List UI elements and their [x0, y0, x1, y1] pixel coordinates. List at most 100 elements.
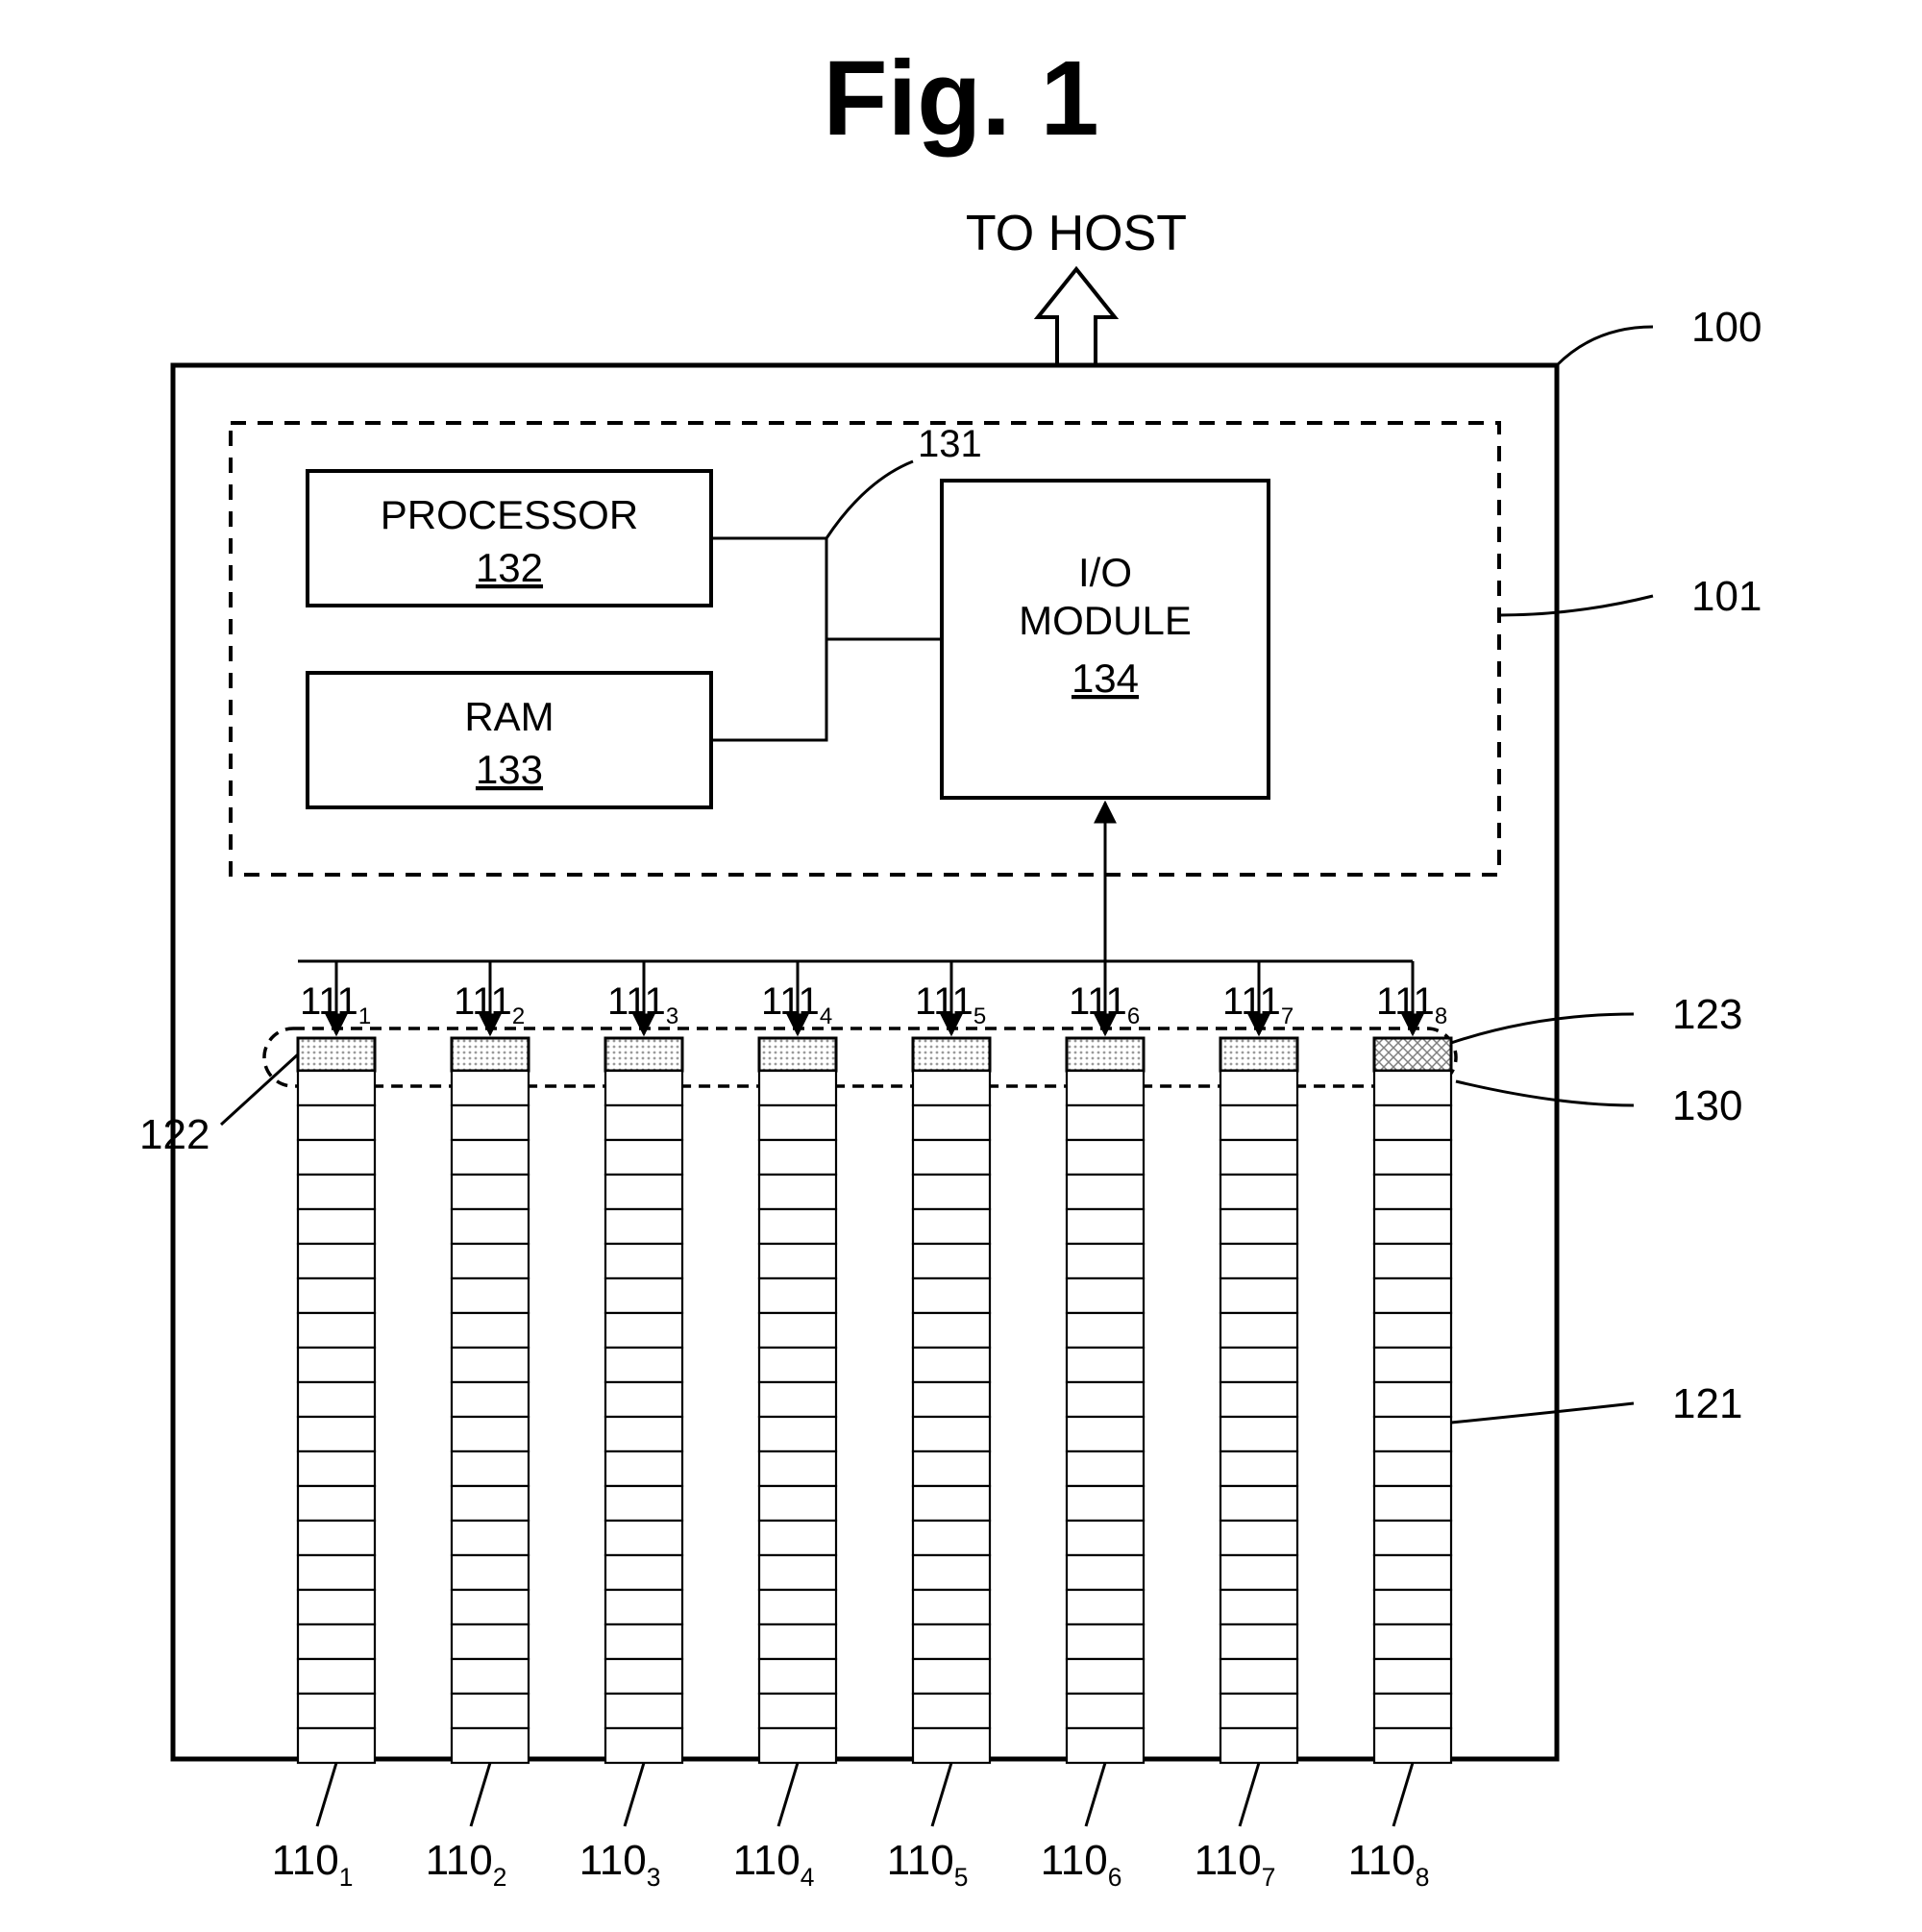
memory-cell — [1067, 1624, 1144, 1659]
memory-cell — [1067, 1175, 1144, 1209]
memory-cell — [605, 1278, 682, 1313]
memory-cell — [605, 1590, 682, 1624]
memory-cell — [759, 1694, 836, 1728]
memory-cell — [298, 1175, 375, 1209]
top-cell — [759, 1038, 836, 1071]
column-bottom-leader — [625, 1763, 644, 1826]
memory-cell — [759, 1244, 836, 1278]
memory-cell — [605, 1209, 682, 1244]
column-bottom-leader — [317, 1763, 336, 1826]
ref-123: 123 — [1672, 991, 1742, 1038]
memory-cell — [1067, 1348, 1144, 1382]
top-cell — [298, 1038, 375, 1071]
memory-cell — [298, 1348, 375, 1382]
memory-cell — [759, 1555, 836, 1590]
memory-cell — [452, 1209, 529, 1244]
memory-cell — [298, 1140, 375, 1175]
memory-cell — [298, 1244, 375, 1278]
memory-cell — [452, 1486, 529, 1521]
memory-cell — [759, 1313, 836, 1348]
memory-cell — [1067, 1659, 1144, 1694]
column-bottom-label: 1107 — [1195, 1837, 1276, 1892]
memory-cell — [1374, 1659, 1451, 1694]
memory-cell — [1220, 1417, 1297, 1451]
memory-cell — [605, 1244, 682, 1278]
memory-cell — [1067, 1417, 1144, 1451]
memory-cell — [1067, 1555, 1144, 1590]
top-cell — [1067, 1038, 1144, 1071]
memory-cell — [759, 1071, 836, 1105]
memory-cell — [452, 1659, 529, 1694]
memory-cell — [1067, 1105, 1144, 1140]
memory-cell — [298, 1555, 375, 1590]
memory-cell — [1374, 1451, 1451, 1486]
processor-ref: 132 — [476, 545, 543, 590]
memory-cell — [913, 1313, 990, 1348]
memory-cell — [913, 1659, 990, 1694]
memory-cell — [298, 1451, 375, 1486]
column-bottom-label: 1104 — [733, 1837, 815, 1892]
memory-cell — [298, 1278, 375, 1313]
memory-cell — [759, 1417, 836, 1451]
memory-cell — [913, 1278, 990, 1313]
io-label-1: I/O — [1078, 550, 1132, 595]
memory-cell — [605, 1105, 682, 1140]
memory-cell — [605, 1486, 682, 1521]
memory-cell — [1374, 1348, 1451, 1382]
memory-cell — [759, 1382, 836, 1417]
memory-cell — [1374, 1624, 1451, 1659]
memory-cell — [298, 1486, 375, 1521]
column-bottom-label: 1101 — [272, 1837, 354, 1892]
to-host-label: TO HOST — [966, 206, 1187, 261]
memory-cell — [759, 1728, 836, 1763]
column-bottom-label: 1102 — [426, 1837, 507, 1892]
memory-cell — [913, 1175, 990, 1209]
memory-cell — [913, 1140, 990, 1175]
memory-cell — [1374, 1521, 1451, 1555]
memory-cell — [1067, 1694, 1144, 1728]
column-bottom-label: 1103 — [579, 1837, 661, 1892]
ref-130: 130 — [1672, 1082, 1742, 1129]
memory-cell — [298, 1071, 375, 1105]
memory-cell — [452, 1348, 529, 1382]
memory-cell — [1067, 1278, 1144, 1313]
column-bottom-leader — [1240, 1763, 1259, 1826]
memory-cell — [452, 1694, 529, 1728]
memory-cell — [605, 1555, 682, 1590]
memory-cell — [605, 1417, 682, 1451]
memory-cell — [452, 1555, 529, 1590]
memory-cell — [298, 1313, 375, 1348]
memory-cell — [605, 1521, 682, 1555]
memory-cell — [605, 1313, 682, 1348]
memory-cell — [1067, 1486, 1144, 1521]
memory-cell — [452, 1244, 529, 1278]
memory-cell — [1220, 1382, 1297, 1417]
memory-cell — [1067, 1521, 1144, 1555]
column-bottom-leader — [778, 1763, 798, 1826]
column-bottom-leader — [932, 1763, 951, 1826]
memory-cell — [452, 1071, 529, 1105]
memory-cell — [605, 1659, 682, 1694]
memory-cell — [452, 1105, 529, 1140]
memory-cell — [452, 1382, 529, 1417]
io-ref: 134 — [1072, 656, 1139, 701]
processor-label: PROCESSOR — [381, 492, 638, 537]
memory-cell — [452, 1278, 529, 1313]
ref-121: 121 — [1672, 1380, 1742, 1427]
memory-cell — [452, 1521, 529, 1555]
ref-131: 131 — [918, 423, 982, 465]
memory-cell — [605, 1694, 682, 1728]
memory-cell — [1067, 1590, 1144, 1624]
column-bottom-label: 1105 — [887, 1837, 969, 1892]
memory-cell — [605, 1348, 682, 1382]
io-label-2: MODULE — [1019, 598, 1192, 643]
figure-title: Fig. 1 — [823, 39, 1098, 158]
memory-cell — [452, 1451, 529, 1486]
memory-cell — [1374, 1417, 1451, 1451]
top-cell — [1220, 1038, 1297, 1071]
memory-cell — [913, 1728, 990, 1763]
memory-cell — [759, 1140, 836, 1175]
memory-cell — [759, 1105, 836, 1140]
memory-cell — [759, 1451, 836, 1486]
memory-cell — [913, 1624, 990, 1659]
